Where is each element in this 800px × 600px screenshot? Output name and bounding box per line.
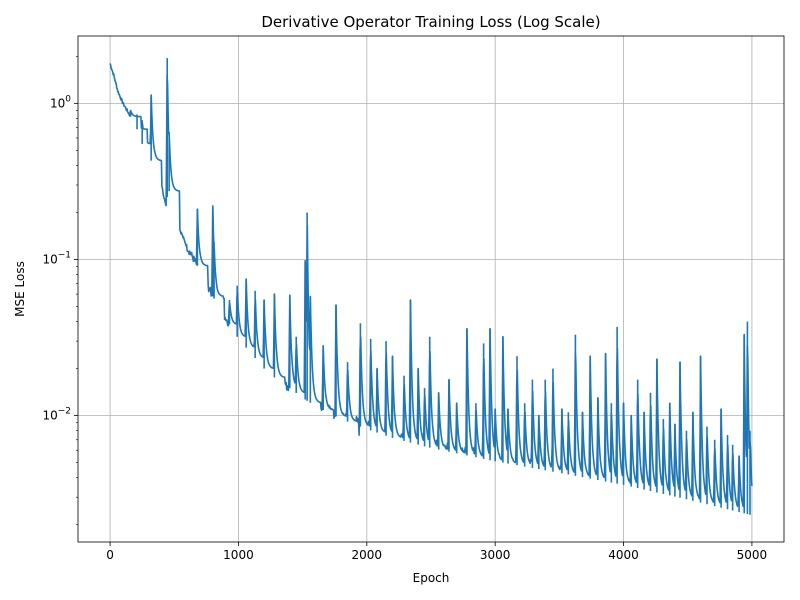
- axes-frame: [77, 35, 785, 543]
- plot-area: [109, 58, 753, 515]
- x-tick-label: 5000: [737, 548, 768, 562]
- x-tick-label: 4000: [608, 548, 639, 562]
- x-tick-label: 0: [106, 548, 114, 562]
- x-tick-label: 3000: [480, 548, 511, 562]
- y-tick-label: 10−2: [42, 407, 71, 423]
- x-tick-label: 1000: [223, 548, 254, 562]
- x-tick-label: 2000: [352, 548, 383, 562]
- ticks: 0 1000 2000 3000 4000 5000 10−2 10−1 100: [42, 56, 767, 562]
- y-tick-label: 10−1: [42, 250, 71, 266]
- loss-series-line: [109, 63, 753, 508]
- y-tick-label: 100: [50, 94, 71, 110]
- chart-title: Derivative Operator Training Loss (Log S…: [261, 13, 600, 31]
- x-axis-label: Epoch: [413, 571, 450, 585]
- grid: [78, 36, 784, 542]
- y-axis-label: MSE Loss: [13, 261, 27, 317]
